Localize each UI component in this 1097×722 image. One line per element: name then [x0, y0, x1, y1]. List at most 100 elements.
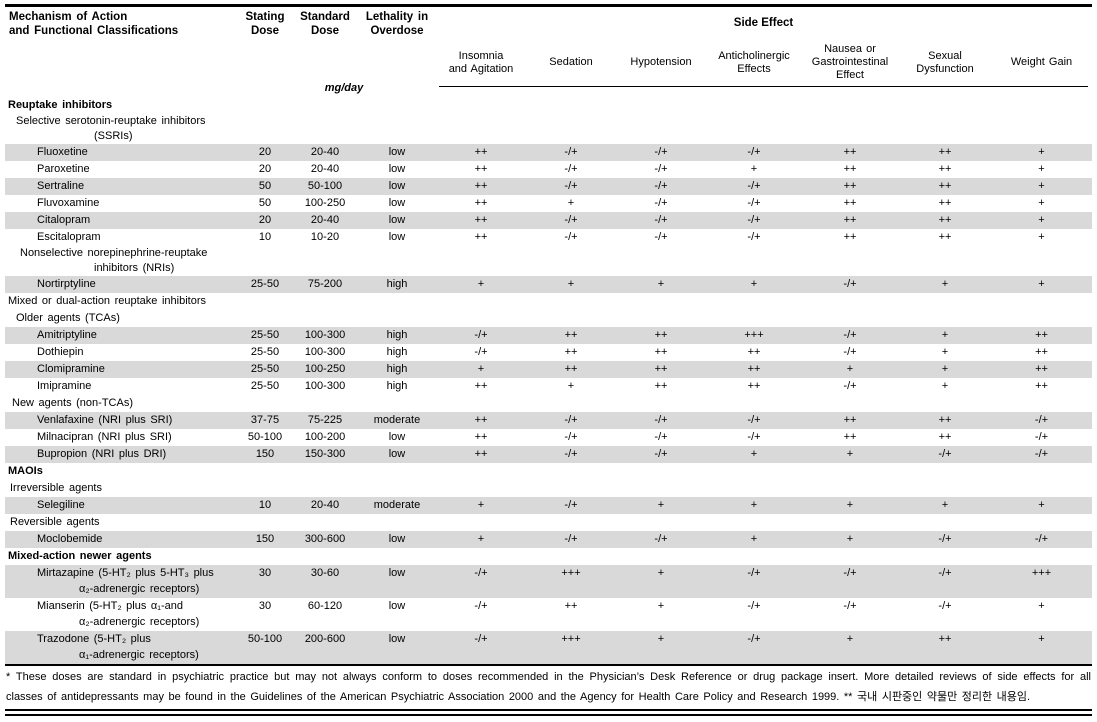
drug-name-line: Venlafaxine (NRI plus SRI) [37, 414, 173, 426]
subsection-header-line: New agents (non-TCAs) [12, 397, 133, 409]
side-effect-value: -/+ [938, 448, 952, 460]
side-effect-value: + [657, 499, 665, 511]
side-effect-value: -/+ [564, 231, 578, 243]
subsection-header-row: Reversible agents [5, 514, 1092, 531]
side-effect-value: + [1038, 231, 1045, 243]
side-effect-value: + [1038, 600, 1045, 612]
lethality-value: low [388, 431, 406, 443]
lethality-value: high [386, 363, 408, 375]
side-effect-value: -/+ [654, 414, 668, 426]
side-effect-value: -/+ [747, 567, 761, 579]
section-header-label: MAOIs [8, 465, 43, 477]
side-effect-value: + [567, 278, 575, 290]
side-effect-value: ++ [938, 633, 952, 645]
drug-name-line: Citalopram [37, 214, 91, 226]
side-effect-value: ++ [938, 231, 952, 243]
drug-row: Dothiepin 25-50 100-300 high -/+ ++ ++ ++ -/+ + ++ [5, 344, 1092, 361]
drug-row: Paroxetine 20 20-40 low ++ -/+ -/+ + ++ ++ + [5, 161, 1092, 178]
side-effect-value: -/+ [654, 197, 668, 209]
side-effect-value: -/+ [654, 180, 668, 192]
lethality-value: low [388, 231, 406, 243]
drug-row: Mianserin (5-HT₂ plus α₁-and α₂-adrenergi… [5, 598, 1092, 631]
drug-row: Milnacipran (NRI plus SRI) 50-100 100-200 l… [5, 429, 1092, 446]
side-effect-value: -/+ [654, 448, 668, 460]
side-effect-value: ++ [938, 414, 952, 426]
stating-dose-value: 25-50 [250, 380, 280, 392]
side-effect-value: ++ [843, 146, 857, 158]
side-effect-value: -/+ [843, 278, 857, 290]
side-effect-value: +++ [561, 567, 581, 579]
side-effect-value: ++ [938, 146, 952, 158]
side-effect-value: -/+ [474, 633, 488, 645]
side-effect-value: ++ [474, 448, 488, 460]
drug-name-line: α₁-adrenergic receptors) [79, 649, 199, 661]
stating-dose-value: 30 [258, 600, 272, 612]
drug-row: Trazodone (5-HT₂ plus α₁-adrenergic recep… [5, 631, 1092, 664]
drug-name-cell: Sertraline [5, 178, 235, 195]
stating-dose-value: 150 [255, 448, 275, 460]
side-effect-value: + [750, 163, 758, 175]
lethality-value: low [388, 633, 406, 645]
stating-dose-value: 20 [258, 146, 272, 158]
header-hypotension: Hypotension [630, 56, 692, 68]
side-effect-value: ++ [564, 363, 578, 375]
side-effect-value: ++ [474, 180, 488, 192]
header-insomnia-agitation: Insomnia and Agitation [448, 49, 514, 75]
standard-dose-value: 50-100 [307, 180, 343, 192]
side-effect-value: -/+ [474, 567, 488, 579]
side-effect-value: + [846, 363, 854, 375]
standard-dose-value: 100-200 [304, 431, 346, 443]
drug-row: Escitalopram 10 10-20 low ++ -/+ -/+ -/+ ++ ++ + [5, 229, 1092, 246]
side-effect-value: + [846, 448, 854, 460]
stating-dose-value: 50-100 [247, 431, 283, 443]
standard-dose-value: 30-60 [310, 567, 340, 579]
standard-dose-value: 20-40 [310, 214, 340, 226]
drug-name-line: Moclobemide [37, 533, 103, 545]
stating-dose-value: 25-50 [250, 329, 280, 341]
drug-name-cell: Dothiepin [5, 344, 235, 361]
side-effect-value: ++ [747, 346, 761, 358]
side-effect-value: ++ [1035, 363, 1048, 375]
side-effect-value: -/+ [564, 146, 578, 158]
side-effect-value: ++ [474, 197, 488, 209]
stating-dose-value: 50 [258, 197, 272, 209]
drug-name-cell: Nortirptyline [5, 276, 235, 293]
lethality-value: low [388, 146, 406, 158]
lethality-value: moderate [373, 414, 421, 426]
header-side-effect-columns: Insomnia and Agitation Sedation Hypotens… [439, 40, 1088, 85]
side-effect-value: + [657, 278, 665, 290]
side-effect-value: + [567, 197, 575, 209]
side-effect-value: -/+ [1034, 414, 1049, 426]
section-header-row: Reuptake inhibitors [5, 97, 1092, 114]
standard-dose-value: 100-300 [304, 346, 346, 358]
stating-dose-value: 37-75 [250, 414, 280, 426]
side-effect-value: -/+ [564, 533, 578, 545]
drug-name-line: Trazodone (5-HT₂ plus [37, 633, 151, 645]
standard-dose-value: 20-40 [310, 163, 340, 175]
table-header: Mechanism of Action and Functional Class… [5, 7, 1092, 97]
side-effect-value: -/+ [564, 414, 578, 426]
side-effect-value: + [941, 499, 949, 511]
side-effect-value: ++ [654, 329, 668, 341]
standard-dose-value: 200-600 [304, 633, 346, 645]
lethality-value: moderate [373, 499, 421, 511]
side-effect-value: -/+ [474, 346, 488, 358]
side-effect-value: -/+ [564, 448, 578, 460]
drug-name-cell: Trazodone (5-HT₂ plus α₁-adrenergic recep… [5, 631, 235, 663]
side-effect-value: +++ [744, 329, 764, 341]
side-effect-value: -/+ [1034, 533, 1049, 545]
side-effect-value: -/+ [654, 231, 668, 243]
page-bottom-rule-1 [5, 709, 1092, 711]
side-effect-value: -/+ [843, 346, 857, 358]
side-effect-header-underline [439, 86, 1088, 87]
drug-name-line: Imipramine [37, 380, 92, 392]
standard-dose-value: 60-120 [307, 600, 343, 612]
side-effect-value: + [477, 363, 485, 375]
drug-row: Nortirptyline 25-50 75-200 high + + + + -/+ + + [5, 276, 1092, 293]
side-effect-value: + [846, 633, 854, 645]
lethality-value: low [388, 180, 406, 192]
stating-dose-value: 20 [258, 163, 272, 175]
side-effect-value: ++ [1035, 329, 1048, 341]
drug-name-line: Mianserin (5-HT₂ plus α₁-and [37, 600, 183, 612]
stating-dose-value: 50-100 [247, 633, 283, 645]
